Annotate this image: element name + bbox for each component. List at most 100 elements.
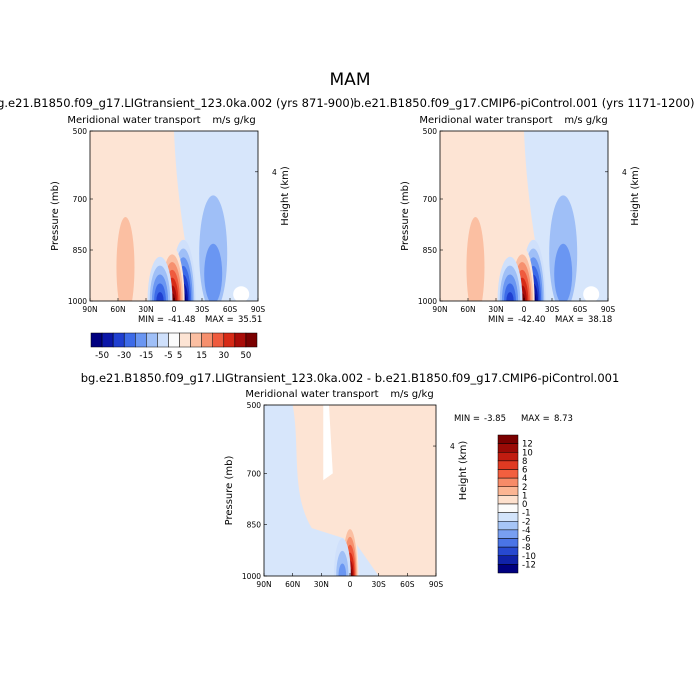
colorbar-label: 4 (522, 474, 527, 484)
y-tick-label: 1000 (242, 572, 261, 581)
horizontal-colorbar: -50 -30 -15 -5 5 15 30 50 (90, 332, 258, 361)
case-title: b.e21.B1850.f09_g17.CMIP6-piControl.001 … (353, 96, 694, 110)
case-title: bg.e21.B1850.f09_g17.LIGtransient_123.0k… (81, 371, 620, 385)
negative-field (264, 405, 379, 576)
max-label: MAX = (555, 315, 584, 325)
colorbar-label: -6 (522, 535, 530, 545)
variable-name: Meridional water transport (419, 115, 552, 126)
max-value: 35.51 (238, 315, 262, 325)
colorbar-swatch (179, 332, 191, 348)
min-value: -42.40 (518, 315, 545, 325)
height-tick-label: 4 (622, 168, 627, 177)
colorbar-swatch (497, 512, 519, 522)
min-value: -3.85 (484, 414, 506, 424)
colorbar-swatch (223, 332, 236, 348)
y-tick-label: 500 (423, 127, 438, 136)
colorbar-swatch (146, 332, 158, 348)
x-tick-label: 60S (223, 305, 238, 314)
x-tick-label: 90S (429, 580, 444, 589)
x-tick-label: 0 (522, 305, 527, 314)
min-value: -41.48 (168, 315, 195, 325)
colorbar-label: 5 (177, 351, 182, 361)
plot-area (264, 405, 436, 576)
x-tick-label: 60N (110, 305, 125, 314)
y-axis-label: Pressure (mb) (400, 181, 411, 251)
colorbar-swatch (497, 434, 519, 444)
sh-negative-core (204, 243, 223, 301)
x-tick-label: 90N (432, 305, 447, 314)
core-neg-2 (147, 256, 173, 301)
variable-units: m/s g/kg (390, 389, 433, 400)
panel-difference: bg.e21.B1850.f09_g17.LIGtransient_123.0k… (81, 371, 620, 589)
zero-strip (323, 405, 333, 481)
colorbar-swatch (212, 332, 225, 348)
figure-title: MAM (330, 70, 371, 90)
case-title: bg.e21.B1850.f09_g17.LIGtransient_123.0k… (0, 96, 354, 110)
height-tick-label: 4 (272, 168, 277, 177)
y-tick-label: 500 (247, 401, 262, 410)
colorbar-label: 1 (522, 491, 527, 501)
x-tick-label: 30N (314, 580, 329, 589)
sh-negative-core (554, 243, 573, 301)
colorbar-swatch (497, 452, 519, 462)
colorbar-label: 2 (522, 483, 527, 493)
max-value: 8.73 (554, 414, 573, 424)
colorbar-swatch (497, 469, 519, 479)
colorbar-swatch (497, 503, 519, 513)
y-tick-label: 500 (73, 127, 88, 136)
min-label: MIN = (454, 414, 480, 424)
y-tick-label: 850 (73, 246, 88, 255)
min-label: MIN = (488, 315, 514, 325)
colorbar-swatch (497, 460, 519, 470)
colorbar-swatch (497, 564, 519, 574)
x-tick-label: 30S (372, 580, 387, 589)
y-tick-label: 1000 (68, 297, 87, 306)
y-tick-label: 700 (423, 195, 438, 204)
height-axis-label: Height (km) (630, 166, 641, 226)
y-tick-label: 700 (247, 469, 262, 478)
x-tick-label: 30N (138, 305, 153, 314)
max-label: MAX = (521, 414, 550, 424)
y-tick-label: 1000 (418, 297, 437, 306)
y-tick-label: 700 (73, 195, 88, 204)
colorbar-label: -5 (164, 351, 172, 361)
y-axis-label: Pressure (mb) (50, 181, 61, 251)
colorbar-swatch (245, 332, 258, 348)
colorbar-swatch (123, 332, 136, 348)
contour-level (338, 563, 347, 576)
colorbar-swatch (234, 332, 247, 348)
sh-zero-patch (233, 286, 250, 301)
colorbar-label: 8 (522, 457, 527, 467)
colorbar-swatch (497, 443, 519, 453)
colorbar-label: -1 (522, 509, 530, 519)
x-tick-label: 90S (601, 305, 616, 314)
colorbar-swatch (135, 332, 147, 348)
colorbar-label: 12 (522, 440, 533, 450)
min-label: MIN = (138, 315, 164, 325)
contour-level (156, 292, 164, 301)
x-tick-label: 60S (400, 580, 415, 589)
colorbar-swatch (112, 332, 125, 348)
nh-positive-band (466, 217, 485, 301)
y-tick-label: 850 (423, 246, 438, 255)
core-neg-1 (333, 538, 351, 576)
colorbar-label: -2 (522, 517, 530, 527)
colorbar-swatch (90, 332, 103, 348)
x-tick-label: 60S (573, 305, 588, 314)
colorbar-swatch (201, 332, 213, 348)
x-tick-label: 0 (348, 580, 353, 589)
colorbar-swatch (497, 486, 519, 496)
max-value: 38.18 (588, 315, 612, 325)
colorbar-label: -12 (522, 560, 536, 570)
contour-level (506, 292, 514, 301)
colorbar-label: -50 (95, 351, 109, 361)
y-tick-label: 850 (247, 521, 262, 530)
panels-layer: bg.e21.B1850.f09_g17.LIGtransient_123.0k… (0, 96, 695, 589)
x-tick-label: 90N (256, 580, 271, 589)
plot-area (440, 131, 608, 301)
height-axis-label: Height (km) (280, 166, 291, 226)
colorbar-swatch (190, 332, 202, 348)
colorbar-swatch (497, 495, 519, 505)
colorbar-swatch (497, 555, 519, 565)
